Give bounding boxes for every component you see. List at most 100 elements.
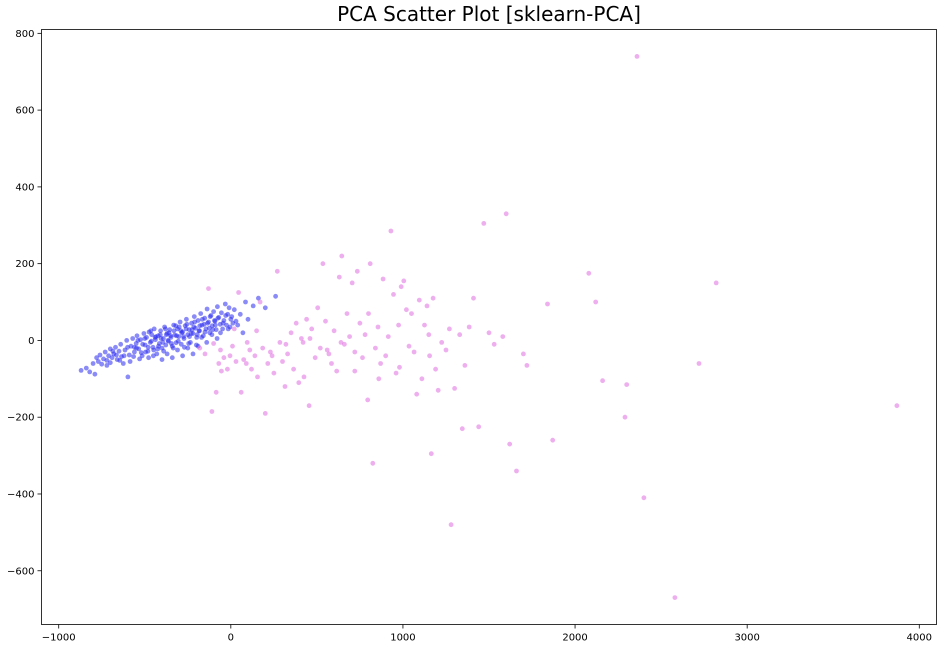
scatter-point-series-1 bbox=[238, 389, 244, 395]
scatter-point-series-1 bbox=[209, 409, 215, 414]
scatter-point-series-0 bbox=[184, 321, 190, 327]
scatter-point-series-0 bbox=[151, 353, 156, 359]
scatter-point-series-0 bbox=[178, 328, 184, 334]
scatter-point-series-1 bbox=[315, 305, 321, 311]
scatter-point-series-0 bbox=[117, 358, 123, 363]
scatter-point-series-1 bbox=[622, 414, 628, 420]
scatter-point-series-1 bbox=[283, 341, 289, 347]
y-tick-label: 200 bbox=[15, 259, 34, 270]
scatter-point-series-1 bbox=[288, 330, 294, 336]
scatter-point-series-1 bbox=[255, 374, 260, 380]
scatter-point-series-0 bbox=[175, 338, 181, 344]
scatter-point-series-0 bbox=[83, 365, 89, 371]
scatter-point-series-0 bbox=[120, 361, 126, 366]
scatter-point-series-1 bbox=[362, 332, 368, 338]
scatter-point-series-1 bbox=[545, 301, 550, 307]
scatter-point-series-0 bbox=[240, 330, 246, 336]
scatter-point-series-1 bbox=[219, 368, 224, 374]
scatter-point-series-0 bbox=[207, 314, 213, 319]
scatter-point-series-0 bbox=[169, 341, 174, 346]
scatter-point-series-1 bbox=[447, 326, 452, 332]
scatter-point-series-1 bbox=[414, 391, 420, 397]
scatter-point-series-1 bbox=[324, 347, 330, 353]
scatter-point-series-1 bbox=[299, 336, 304, 341]
scatter-point-series-1 bbox=[304, 316, 309, 322]
scatter-point-series-1 bbox=[383, 353, 389, 359]
scatter-point-series-1 bbox=[396, 322, 401, 328]
scatter-point-series-0 bbox=[113, 344, 118, 350]
scatter-point-series-0 bbox=[148, 328, 154, 334]
scatter-point-series-0 bbox=[94, 355, 99, 361]
scatter-point-series-1 bbox=[428, 451, 434, 457]
scatter-point-series-1 bbox=[243, 361, 249, 366]
scatter-point-series-1 bbox=[486, 330, 492, 336]
scatter-point-series-0 bbox=[110, 348, 116, 354]
scatter-point-series-1 bbox=[339, 253, 345, 259]
scatter-point-series-1 bbox=[696, 361, 702, 366]
scatter-point-series-0 bbox=[231, 307, 237, 313]
scatter-point-series-1 bbox=[312, 355, 318, 361]
scatter-point-series-1 bbox=[365, 397, 371, 403]
scatter-point-series-0 bbox=[183, 326, 189, 332]
y-tick-label: 600 bbox=[15, 106, 34, 117]
scatter-point-series-0 bbox=[218, 330, 223, 336]
scatter-point-series-1 bbox=[360, 355, 365, 361]
scatter-point-series-0 bbox=[185, 345, 191, 351]
scatter-point-series-0 bbox=[114, 352, 119, 358]
scatter-point-series-0 bbox=[191, 314, 197, 319]
scatter-point-series-1 bbox=[349, 280, 355, 286]
scatter-point-series-1 bbox=[385, 334, 391, 339]
scatter-point-series-1 bbox=[291, 366, 296, 372]
scatter-point-series-1 bbox=[277, 340, 283, 345]
scatter-point-series-0 bbox=[178, 341, 184, 347]
scatter-point-series-0 bbox=[223, 313, 229, 318]
scatter-point-series-0 bbox=[175, 347, 180, 353]
scatter-point-series-0 bbox=[196, 328, 202, 334]
scatter-point-series-1 bbox=[401, 278, 407, 284]
scatter-point-series-0 bbox=[104, 363, 110, 368]
scatter-point-series-0 bbox=[201, 321, 207, 327]
scatter-point-series-1 bbox=[427, 353, 432, 359]
scatter-point-series-0 bbox=[219, 310, 224, 316]
scatter-point-series-0 bbox=[222, 301, 228, 307]
scatter-point-series-1 bbox=[411, 349, 417, 355]
scatter-point-series-1 bbox=[507, 441, 513, 447]
scatter-point-series-0 bbox=[106, 353, 111, 359]
scatter-point-series-0 bbox=[149, 332, 155, 338]
scatter-point-series-1 bbox=[268, 349, 273, 355]
scatter-point-series-0 bbox=[220, 326, 226, 332]
scatter-point-series-1 bbox=[323, 318, 328, 324]
y-tick-label: 0 bbox=[28, 336, 34, 347]
scatter-point-series-1 bbox=[491, 341, 497, 347]
scatter-point-series-1 bbox=[378, 361, 383, 366]
scatter-point-series-0 bbox=[262, 305, 268, 311]
scatter-point-series-1 bbox=[282, 384, 288, 389]
scatter-point-series-0 bbox=[146, 355, 152, 361]
scatter-point-series-1 bbox=[338, 340, 344, 345]
scatter-point-series-0 bbox=[233, 318, 239, 324]
scatter-point-series-0 bbox=[130, 336, 136, 341]
scatter-point-series-0 bbox=[121, 353, 127, 359]
scatter-point-series-1 bbox=[230, 343, 235, 349]
scatter-point-series-0 bbox=[135, 338, 141, 343]
x-tick-label: 4000 bbox=[907, 633, 932, 644]
scatter-point-series-1 bbox=[285, 351, 290, 357]
scatter-point-series-0 bbox=[225, 326, 231, 332]
scatter-point-series-0 bbox=[173, 323, 179, 329]
scatter-point-series-1 bbox=[514, 468, 519, 474]
scatter-point-series-0 bbox=[107, 360, 113, 366]
scatter-point-series-0 bbox=[145, 344, 151, 350]
scatter-point-series-1 bbox=[391, 292, 396, 297]
scatter-point-series-0 bbox=[131, 354, 137, 359]
scatter-point-series-0 bbox=[141, 331, 147, 336]
scatter-point-series-1 bbox=[300, 340, 306, 345]
scatter-point-series-1 bbox=[247, 347, 253, 353]
x-tick-label: 2000 bbox=[562, 633, 587, 644]
scatter-point-series-0 bbox=[215, 304, 220, 310]
scatter-point-series-0 bbox=[164, 351, 170, 357]
scatter-point-series-1 bbox=[593, 299, 599, 305]
scatter-point-series-0 bbox=[214, 336, 220, 341]
scatter-point-series-0 bbox=[204, 306, 210, 312]
scatter-point-series-1 bbox=[466, 324, 472, 330]
scatter-point-series-1 bbox=[352, 349, 358, 355]
